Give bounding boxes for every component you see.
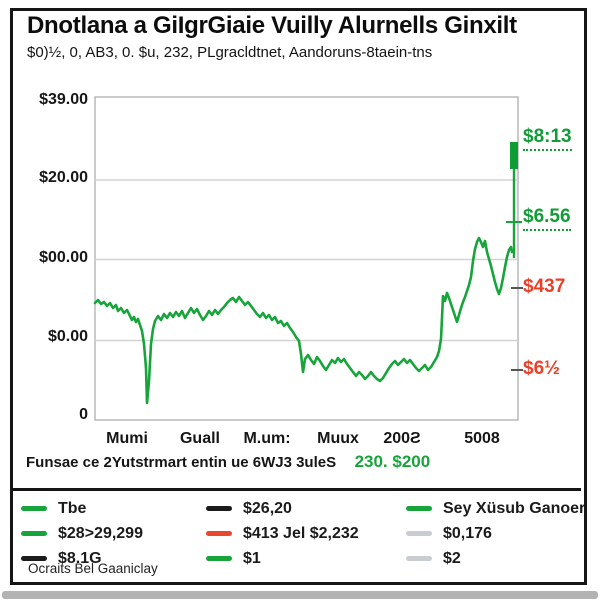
legend-item: $413 Jel $2,232 [206,521,406,546]
legend-item: $8.1G [21,546,206,571]
final-bar [510,142,518,169]
legend-swatch-line [206,506,232,511]
legend-divider [13,488,581,491]
legend-label: $2 [443,549,461,567]
legend-swatch-line [406,556,432,561]
legend-item: $26,20 [206,496,406,521]
summary-line: Funsae ce 2Yutstrmart entin ue 6WJ3 3ule… [26,452,430,472]
source-note: Ocraits Bel Gaaniclay [28,561,158,576]
page-subtitle: $0)½, 0, AB3, 0. $u, 232, PLgracldtnet, … [27,44,433,61]
plot-border [94,96,519,421]
legend-swatch-line [21,531,47,536]
legend-item: $28>29,299 [21,521,206,546]
x-axis-label: Mumi [106,430,148,447]
legend-swatch-line [406,531,432,536]
legend-item: $0,176 [406,521,585,546]
x-axis-label: Muux [317,430,359,447]
legend-label: $1 [243,549,261,567]
price-callout: $437 [523,276,566,297]
price-callout: $6½ [523,358,560,379]
x-axis-label: 5008 [464,430,500,447]
legend-label: $413 Jel $2,232 [243,524,359,542]
price-callout: $8:13 [523,126,572,151]
legend-label: $0,176 [443,524,492,542]
price-line [93,236,514,405]
y-axis-label: $0.00 [47,328,88,345]
legend: Tbe $26,20 Sey Xüsub Ganoer $28>29,299 $413 … [13,496,585,571]
legend-item: $1 [206,546,406,571]
legend-swatch-line [206,531,232,536]
x-axis-label: Guall [179,430,220,447]
page-title: Dnotlana a GiIgrGiaie Vuilly Alurnells G… [27,12,517,39]
bottom-shadow-strip [2,591,598,599]
legend-swatch-line [21,556,47,561]
y-axis-label: $20.00 [39,169,88,186]
legend-label: $28>29,299 [58,524,143,542]
price-callout: $6.56 [523,206,571,231]
legend-swatch-line [206,556,232,561]
x-axis-label: 200Ƨ [383,430,421,447]
legend-label: $26,20 [243,499,292,517]
y-axis-label: $00.00 [39,249,88,266]
legend-swatch-line [406,506,432,511]
legend-item: $2 [406,546,585,571]
summary-value: 230. $200 [354,452,431,471]
summary-text: Funsae ce 2Yutstrmart entin ue 6WJ3 3ule… [26,454,337,471]
y-axis-label: 0 [79,406,88,423]
y-axis-label: $39.00 [39,91,88,108]
legend-label: Tbe [58,499,87,517]
x-axis-label: M.um: [243,430,291,447]
legend-item: Tbe [21,496,206,521]
legend-label: $8.1G [58,549,102,567]
legend-item: Sey Xüsub Ganoer [406,496,585,521]
legend-swatch-line [21,506,47,511]
legend-label: Sey Xüsub Ganoer [443,499,586,517]
